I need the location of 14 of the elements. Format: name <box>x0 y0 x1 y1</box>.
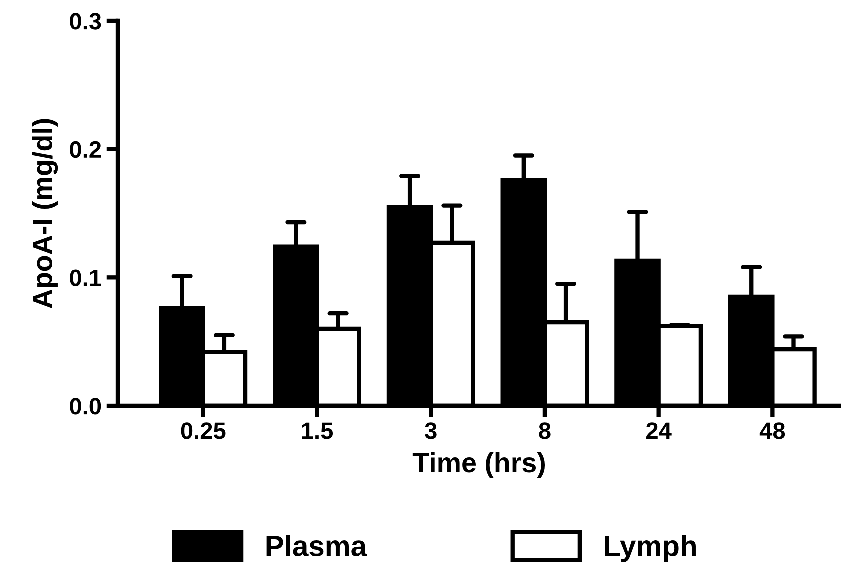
y-axis-title: ApoA-I (mg/dl) <box>32 119 58 308</box>
y-tick-label: 0.2 <box>70 141 102 158</box>
y-tick-label: 0.3 <box>70 13 102 30</box>
x-tick-label: 8 <box>539 422 551 440</box>
legend-label: Plasma <box>266 535 368 557</box>
x-tick-label: 24 <box>646 422 672 440</box>
y-tick-label: 0.0 <box>70 398 102 415</box>
x-tick-label: 48 <box>760 422 786 440</box>
x-tick-label: 0.25 <box>181 422 226 440</box>
legend-label: Lymph <box>605 535 696 562</box>
x-tick-label: 3 <box>425 422 437 440</box>
x-axis-title: Time (hrs) <box>412 452 546 478</box>
y-tick-label: 0.1 <box>70 270 102 286</box>
x-tick-label: 1.5 <box>302 422 334 440</box>
